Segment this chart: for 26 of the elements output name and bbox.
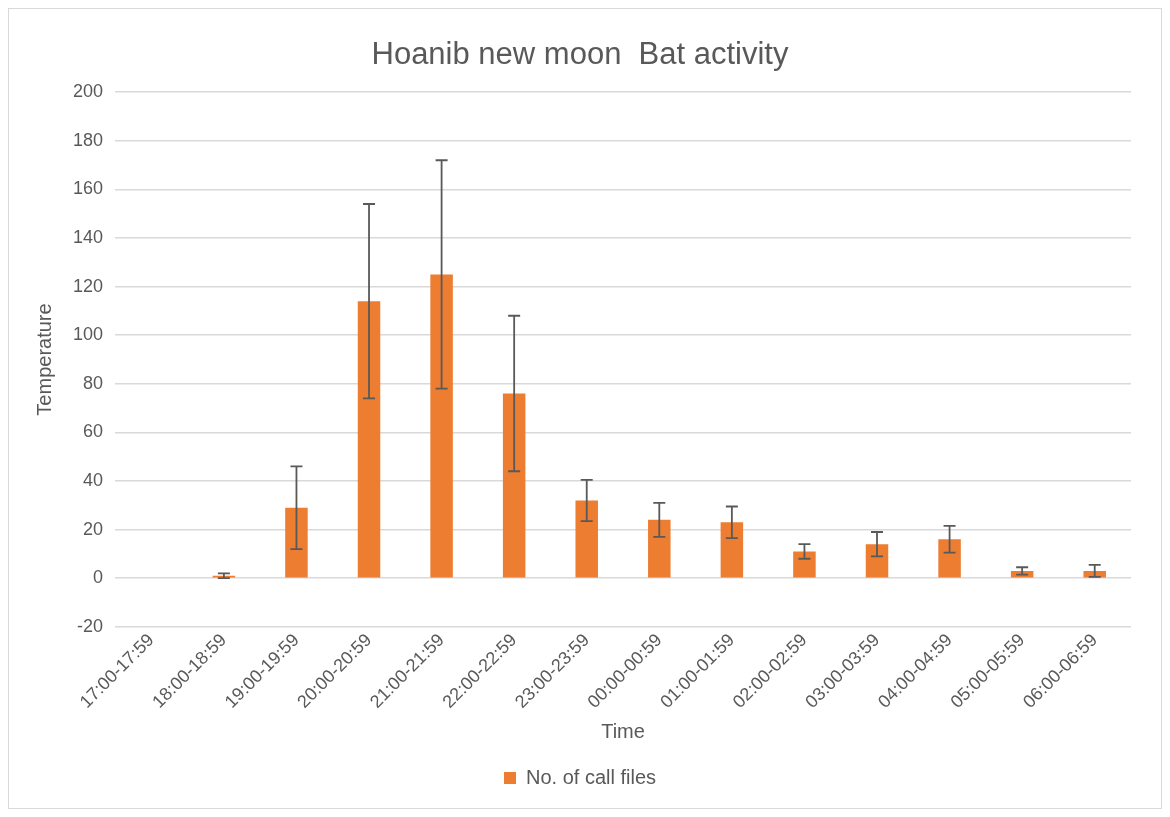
y-tick-label: 60 — [83, 421, 104, 442]
bar — [648, 519, 671, 578]
chart-title: Hoanib new moon Bat activity — [371, 36, 789, 72]
y-tick-label: 20 — [83, 518, 104, 539]
bar — [502, 393, 526, 578]
bar — [720, 522, 744, 578]
y-tick-label: 40 — [83, 469, 104, 490]
y-tick-label: 180 — [72, 129, 104, 150]
bar — [285, 507, 308, 578]
y-tick-label: 80 — [83, 372, 104, 393]
bar — [575, 500, 598, 578]
y-tick-label: 200 — [72, 81, 104, 102]
bar — [357, 301, 381, 578]
x-axis-title: Time — [601, 719, 645, 742]
y-tick-label: 120 — [72, 275, 104, 296]
bar — [938, 539, 961, 578]
bar — [430, 274, 453, 578]
y-tick-label: 140 — [72, 226, 104, 247]
y-tick-label: 100 — [72, 324, 104, 345]
y-tick-label: 160 — [72, 178, 104, 199]
bar — [793, 551, 816, 578]
y-axis-title: Temperature — [32, 303, 55, 416]
bar — [865, 544, 889, 578]
legend-label: No. of call files — [525, 765, 657, 788]
y-tick-label: 0 — [93, 567, 104, 588]
y-tick-label: -20 — [77, 615, 104, 636]
